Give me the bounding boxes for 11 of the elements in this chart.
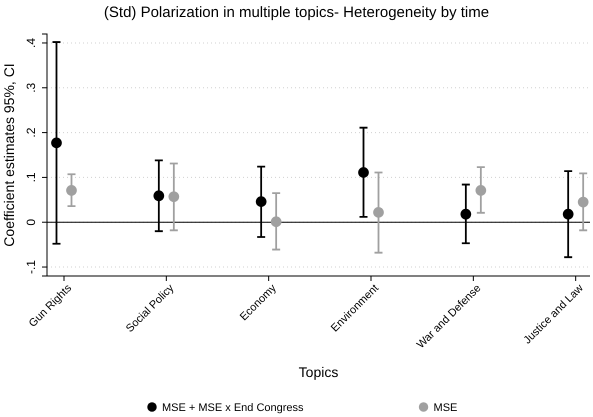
x-axis-title: Topics [298, 364, 338, 380]
y-tick-label: .4 [24, 38, 38, 48]
y-tick-label: .1 [24, 172, 38, 182]
y-tick-label: .3 [24, 82, 38, 93]
y-tick-label: 0 [24, 218, 38, 226]
legend-label: MSE [434, 402, 458, 414]
y-tick-label: -.1 [24, 260, 38, 274]
y-axis-title: Coefficient estimates 95%, CI [1, 63, 17, 247]
legend-label: MSE + MSE x End Congress [162, 402, 304, 414]
y-tick-label: .2 [24, 127, 38, 138]
chart-title: (Std) Polarization in multiple topics- Heterogeneity by time [104, 4, 490, 21]
